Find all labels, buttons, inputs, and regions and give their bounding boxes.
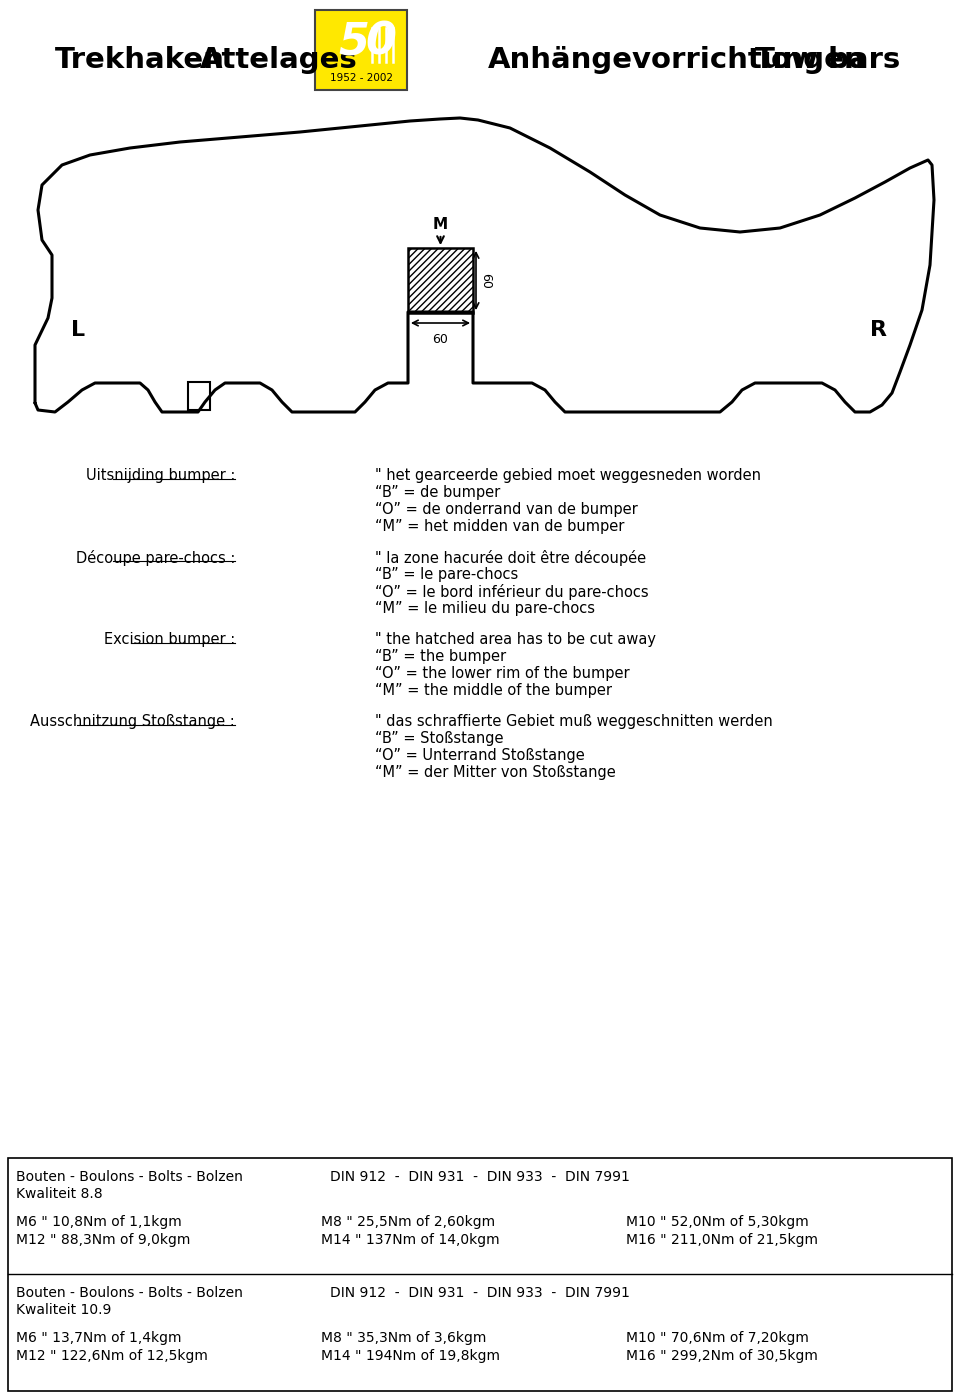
Text: L: L [71,320,85,340]
Bar [8,1158,952,1391]
Text: M14 " 194Nm of 19,8kgm: M14 " 194Nm of 19,8kgm [321,1349,500,1363]
Text: “M” = het midden van de bumper: “M” = het midden van de bumper [375,519,624,534]
Bar [315,10,407,90]
Text: Trekhaken: Trekhaken [55,46,225,74]
Text: R: R [870,320,886,340]
Text: “B” = le pare-chocs: “B” = le pare-chocs [375,567,518,582]
Text: M16 " 211,0Nm of 21,5kgm: M16 " 211,0Nm of 21,5kgm [626,1233,818,1247]
Bar [408,248,473,313]
Text: Anhängevorrichtungen: Anhängevorrichtungen [488,46,866,74]
Text: “O” = Unterrand Stoßstange: “O” = Unterrand Stoßstange [375,748,585,762]
Text: M14 " 137Nm of 14,0kgm: M14 " 137Nm of 14,0kgm [321,1233,499,1247]
Text: Bouten - Boulons - Bolts - Bolzen: Bouten - Boulons - Bolts - Bolzen [16,1286,243,1300]
Text: Tow bars: Tow bars [755,46,900,74]
Text: M6 " 10,8Nm of 1,1kgm: M6 " 10,8Nm of 1,1kgm [16,1214,181,1228]
Text: " das schraffierte Gebiet muß weggeschnitten werden: " das schraffierte Gebiet muß weggeschni… [375,713,773,729]
Text: “B” = Stoßstange: “B” = Stoßstange [375,732,503,746]
Text: 60: 60 [433,333,448,346]
Text: Kwaliteit 10.9: Kwaliteit 10.9 [16,1302,111,1316]
Text: “M” = le milieu du pare-chocs: “M” = le milieu du pare-chocs [375,602,595,616]
Text: 5: 5 [338,21,370,63]
Text: “M” = the middle of the bumper: “M” = the middle of the bumper [375,683,612,698]
Text: DIN 912  -  DIN 931  -  DIN 933  -  DIN 7991: DIN 912 - DIN 931 - DIN 933 - DIN 7991 [330,1286,630,1300]
Text: M10 " 70,6Nm of 7,20kgm: M10 " 70,6Nm of 7,20kgm [626,1330,809,1344]
Text: Attelages: Attelages [200,46,358,74]
Text: Découpe pare-chocs :: Découpe pare-chocs : [76,550,235,567]
Text: M12 " 122,6Nm of 12,5kgm: M12 " 122,6Nm of 12,5kgm [16,1349,208,1363]
Text: “O” = the lower rim of the bumper: “O” = the lower rim of the bumper [375,666,630,681]
Text: DIN 912  -  DIN 931  -  DIN 933  -  DIN 7991: DIN 912 - DIN 931 - DIN 933 - DIN 7991 [330,1170,630,1184]
Text: “B” = de bumper: “B” = de bumper [375,485,500,499]
Text: Kwaliteit 8.8: Kwaliteit 8.8 [16,1186,103,1200]
Text: 60: 60 [479,273,492,288]
Text: M8 " 25,5Nm of 2,60kgm: M8 " 25,5Nm of 2,60kgm [321,1214,495,1228]
Text: " la zone hacurée doit être découpée: " la zone hacurée doit être découpée [375,550,646,567]
Text: 1952 - 2002: 1952 - 2002 [329,73,393,83]
Text: M10 " 52,0Nm of 5,30kgm: M10 " 52,0Nm of 5,30kgm [626,1214,808,1228]
Text: “O” = de onderrand van de bumper: “O” = de onderrand van de bumper [375,502,637,518]
Text: M8 " 35,3Nm of 3,6kgm: M8 " 35,3Nm of 3,6kgm [321,1330,487,1344]
Text: M6 " 13,7Nm of 1,4kgm: M6 " 13,7Nm of 1,4kgm [16,1330,181,1344]
Bar [188,382,210,410]
Text: “B” = the bumper: “B” = the bumper [375,649,506,665]
Text: Ausschnitzung Stoßstange :: Ausschnitzung Stoßstange : [31,713,235,729]
Text: Excision bumper :: Excision bumper : [104,632,235,646]
Text: " het gearceerde gebied moet weggesneden worden: " het gearceerde gebied moet weggesneden… [375,469,761,483]
Text: M12 " 88,3Nm of 9,0kgm: M12 " 88,3Nm of 9,0kgm [16,1233,190,1247]
Text: Uitsnijding bumper :: Uitsnijding bumper : [85,469,235,483]
Text: Bouten - Boulons - Bolts - Bolzen: Bouten - Boulons - Bolts - Bolzen [16,1170,243,1184]
Text: 0: 0 [366,21,396,63]
Text: " the hatched area has to be cut away: " the hatched area has to be cut away [375,632,656,646]
Text: M16 " 299,2Nm of 30,5kgm: M16 " 299,2Nm of 30,5kgm [626,1349,818,1363]
Text: “O” = le bord inférieur du pare-chocs: “O” = le bord inférieur du pare-chocs [375,583,649,600]
Text: “M” = der Mitter von Stoßstange: “M” = der Mitter von Stoßstange [375,765,615,781]
Text: M: M [433,217,448,232]
